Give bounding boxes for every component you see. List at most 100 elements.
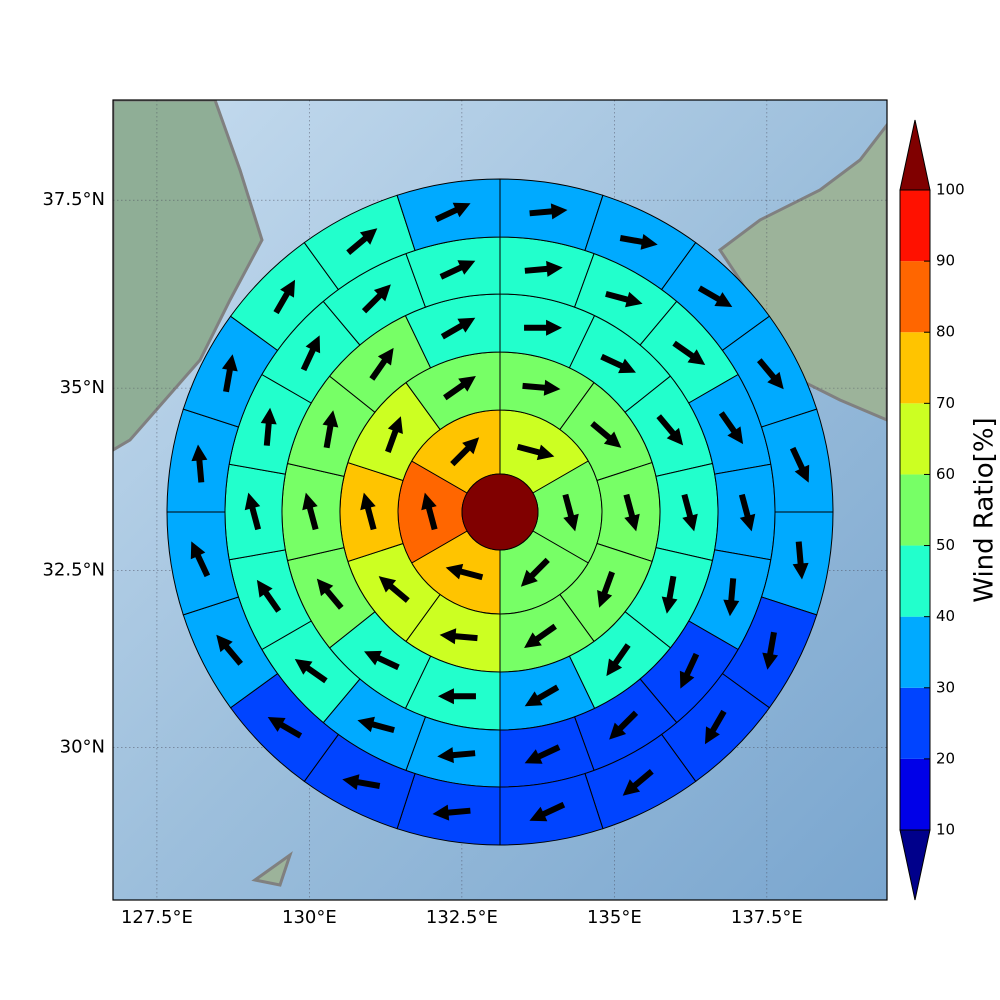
colorbar-tick-label: 20 <box>936 749 955 767</box>
wind-arrow <box>522 379 561 396</box>
colorbar-extend <box>899 829 931 901</box>
wind-arrow <box>623 493 640 532</box>
wind-arrow <box>216 634 244 666</box>
wind-arrow <box>221 354 238 393</box>
wind-arrow <box>762 631 779 670</box>
colorbar-bin <box>900 758 930 830</box>
colorbar-bin <box>900 545 930 617</box>
wind-arrow <box>520 557 550 587</box>
wind-arrow <box>718 411 744 445</box>
colorbar-frame <box>899 189 931 831</box>
wind-arrow <box>421 492 438 531</box>
x-tick-label: 132.5°E <box>426 907 498 928</box>
y-tick-label: 32.5°N <box>42 559 105 580</box>
wind-arrow <box>190 541 211 578</box>
wind-arrow <box>378 576 410 603</box>
wind-arrow <box>439 628 478 645</box>
wind-arrow <box>723 578 740 617</box>
colorbar-bin <box>900 687 930 759</box>
y-tick-label: 37.5°N <box>42 189 105 210</box>
wind-arrow <box>524 744 561 764</box>
wind-arrow <box>300 335 321 372</box>
colorbar-tick-label: 70 <box>936 394 955 412</box>
wind-arrow <box>437 688 476 705</box>
polar-grid <box>166 178 834 846</box>
wind-arrow <box>704 709 727 745</box>
wind-arrow <box>609 710 639 740</box>
wind-arrow <box>439 260 476 280</box>
wind-arrow <box>524 623 557 649</box>
wind-arrow <box>605 290 643 308</box>
colorbar-tick-label: 100 <box>936 181 965 199</box>
x-tick-label: 135°E <box>587 907 642 928</box>
colorbar-tick-label: 50 <box>936 536 955 554</box>
axes-frame <box>112 99 888 901</box>
wind-arrow <box>360 492 377 531</box>
wind-arrow <box>606 643 631 677</box>
colorbar-bin <box>900 616 930 688</box>
wind-arrow <box>672 340 706 366</box>
wind-arrow <box>697 285 733 308</box>
wind-arrow <box>322 410 339 449</box>
wind-arrow <box>661 575 678 614</box>
wind-arrow <box>524 319 563 336</box>
wind-arrow <box>364 650 400 671</box>
wind-arrow <box>524 684 560 707</box>
wind-arrow <box>679 652 700 689</box>
wind-arrow <box>440 317 476 340</box>
colorbar-extend <box>899 119 931 191</box>
wind-arrow <box>600 353 636 374</box>
wind-arrow <box>529 801 566 822</box>
colorbar-label: Wind Ratio[%] <box>970 417 1000 602</box>
wind-arrow <box>191 444 208 483</box>
wind-arrow <box>756 358 784 390</box>
wind-arrow <box>294 658 328 684</box>
wind-arrow <box>597 571 615 608</box>
wind-arrow <box>432 804 471 821</box>
center-disk <box>461 473 539 551</box>
y-tick-label: 30°N <box>60 737 105 758</box>
wind-arrow <box>361 284 391 314</box>
wind-arrow <box>656 414 684 446</box>
wind-arrow <box>450 437 480 467</box>
wind-arrow <box>342 774 381 791</box>
wind-arrow <box>316 578 344 610</box>
wind-arrow <box>273 279 296 315</box>
wind-arrow <box>619 233 658 250</box>
wind-arrow <box>738 493 756 532</box>
wind-arrow <box>590 421 622 448</box>
colorbar-tick-label: 90 <box>936 252 955 270</box>
colorbar-bin <box>900 403 930 475</box>
wind-arrow <box>302 492 319 531</box>
wind-arrow <box>524 260 563 277</box>
colorbar-tick-label: 40 <box>936 607 955 625</box>
wind-arrow <box>622 768 654 796</box>
wind-arrow <box>244 492 262 531</box>
wind-arrow <box>369 347 394 381</box>
x-tick-label: 137.5°E <box>731 907 803 928</box>
wind-arrow <box>357 716 395 734</box>
wind-arrow <box>437 747 476 764</box>
wind-arrow <box>267 716 303 739</box>
colorbar-bin <box>900 474 930 546</box>
colorbar: 10 20 30 40 50 60 70 80 90 100 <box>899 119 965 901</box>
wind-arrow <box>443 375 476 401</box>
wind-arrow <box>385 416 403 453</box>
wind-arrow <box>789 446 810 483</box>
wind-arrow <box>562 493 579 532</box>
colorbar-bin <box>900 261 930 333</box>
colorbar-bin <box>900 332 930 404</box>
wind-arrow <box>260 407 277 446</box>
wind-arrow <box>529 203 568 220</box>
x-tick-label: 130°E <box>282 907 337 928</box>
y-tick-label: 35°N <box>60 377 105 398</box>
colorbar-tick-label: 60 <box>936 465 955 483</box>
wind-arrow <box>256 579 282 613</box>
wind-arrow <box>792 541 809 580</box>
colorbar-tick-label: 30 <box>936 678 955 696</box>
wind-arrow <box>681 493 698 532</box>
colorbar-tick-label: 80 <box>936 323 955 341</box>
wind-arrow <box>434 202 471 223</box>
wind-arrow <box>346 228 378 256</box>
